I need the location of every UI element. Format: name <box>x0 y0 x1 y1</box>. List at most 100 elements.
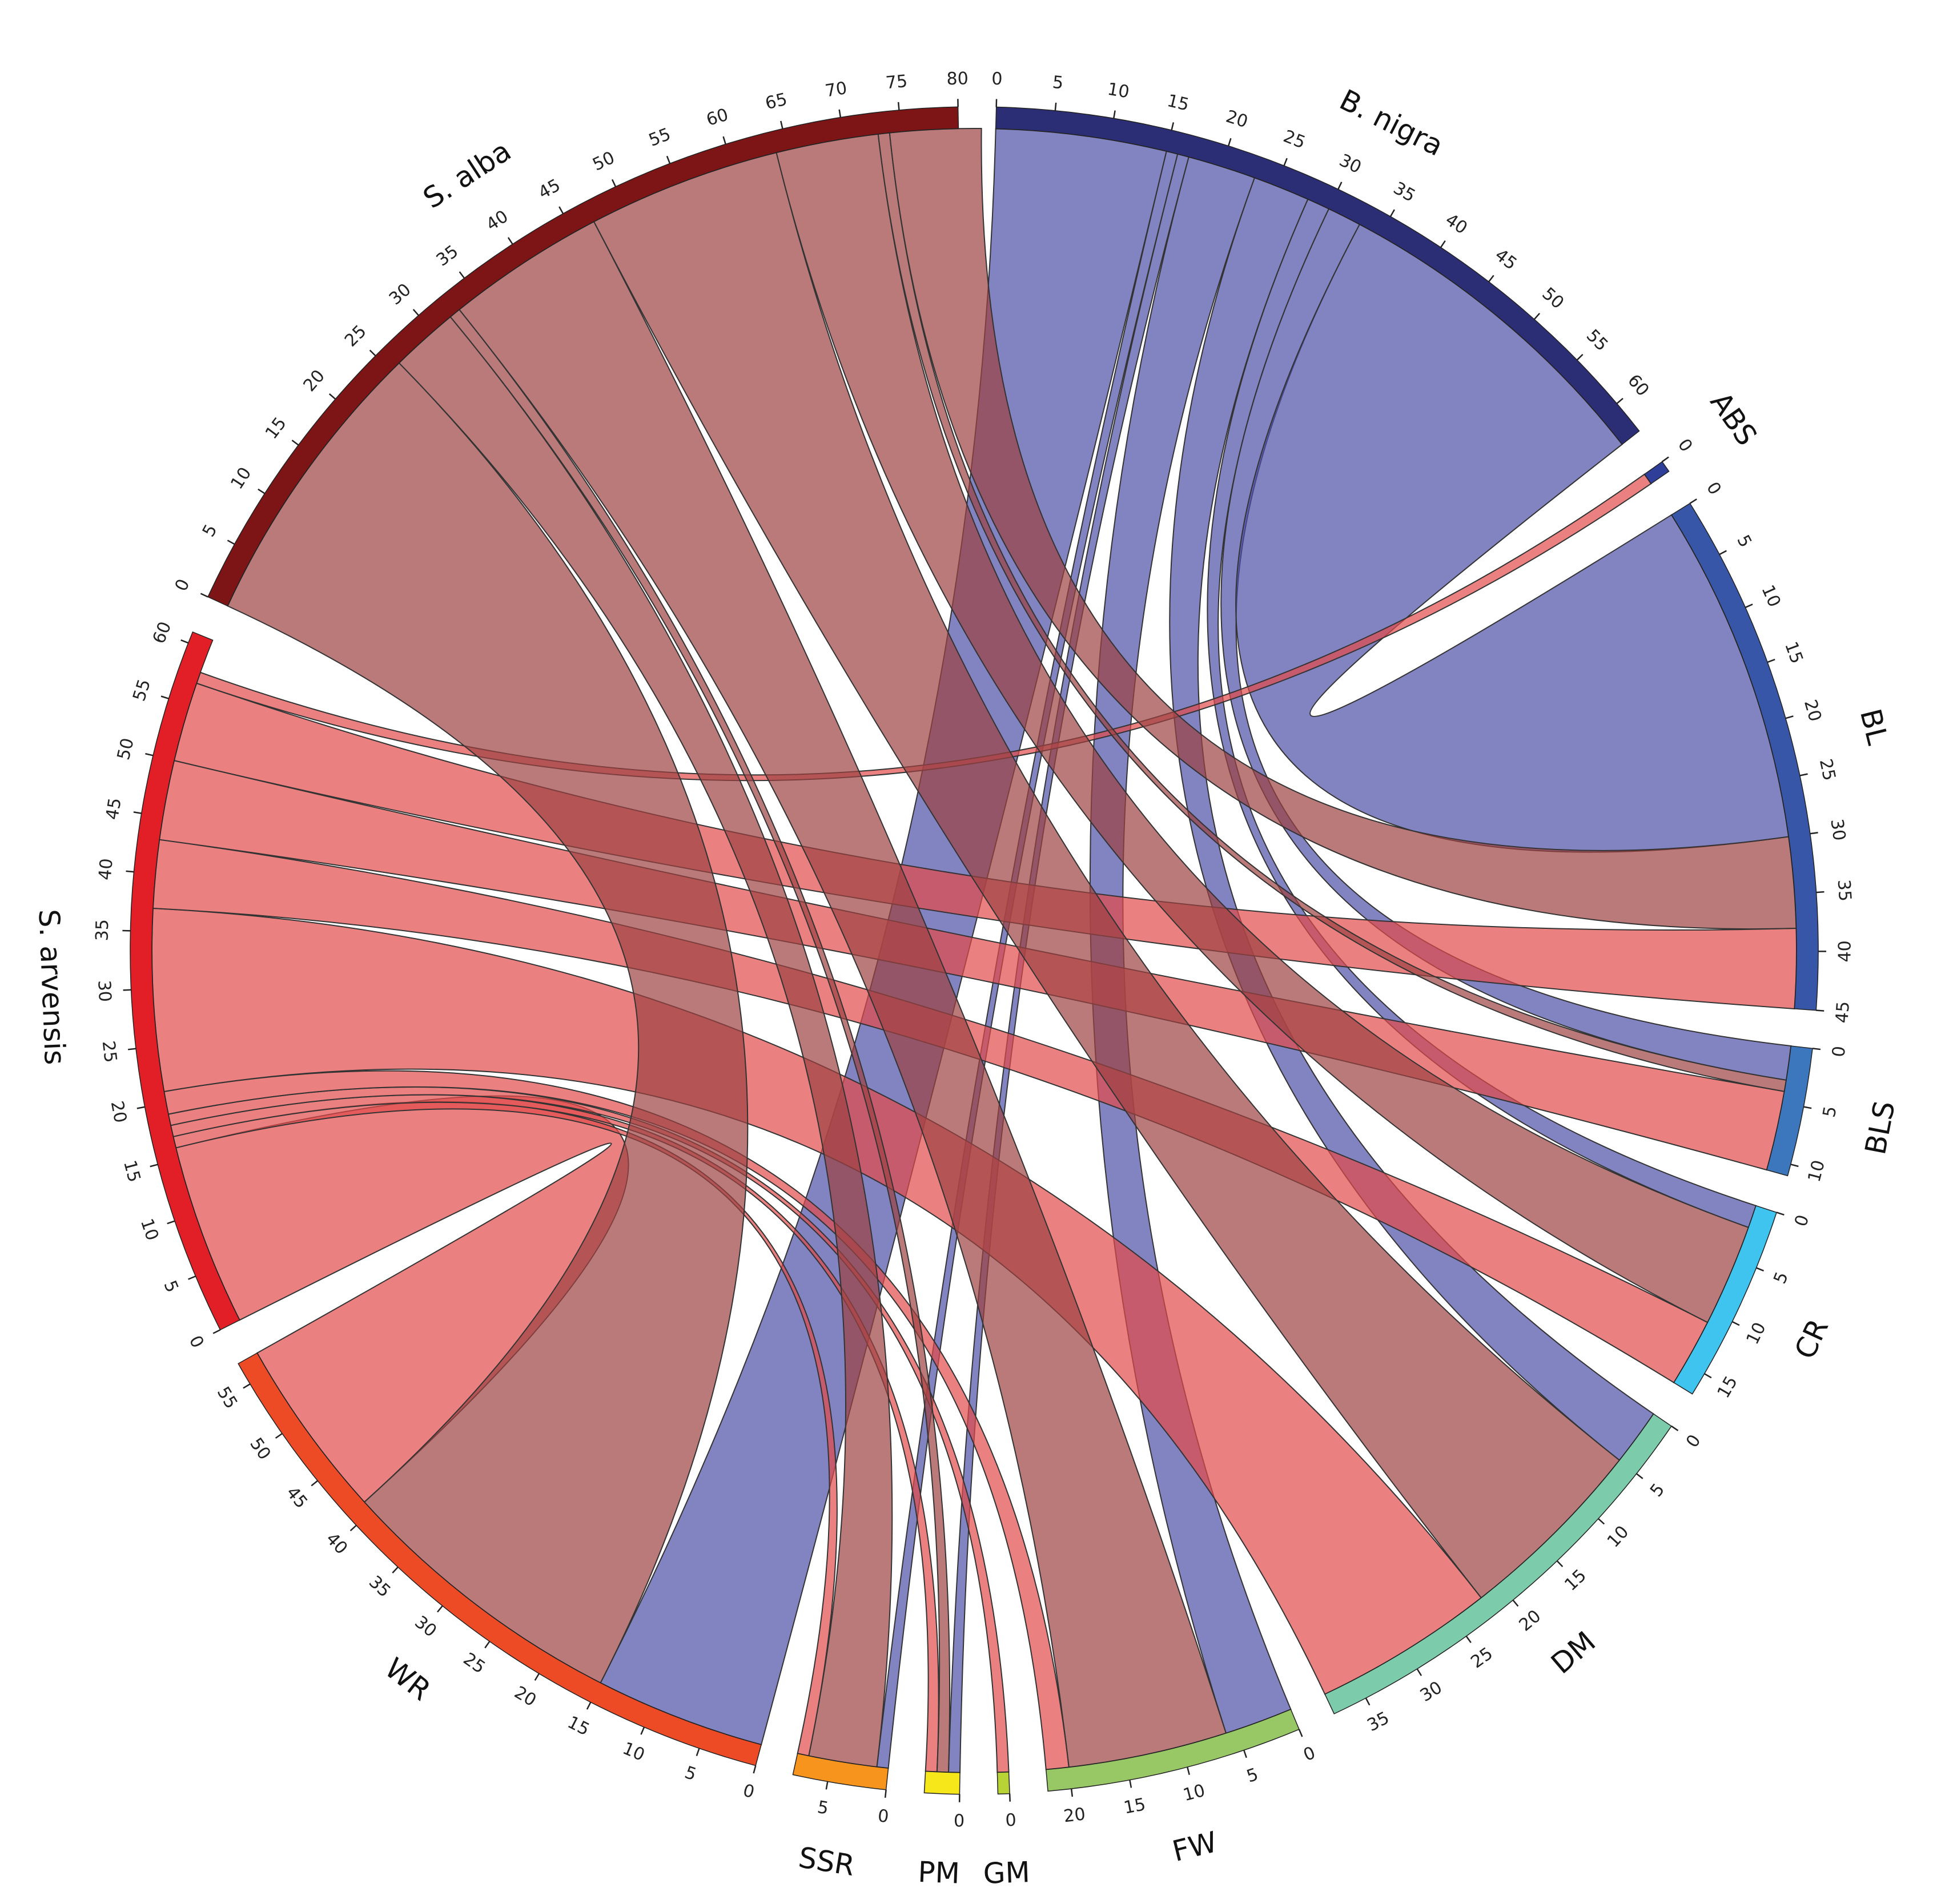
tick-label: 35 <box>1364 1708 1393 1736</box>
tick-label: 40 <box>322 1529 352 1559</box>
tick-label: 0 <box>1829 1045 1850 1058</box>
tick-mark <box>1637 1474 1643 1479</box>
tick-mark <box>1810 832 1818 834</box>
tick-label: 30 <box>94 980 115 1003</box>
tick-mark <box>329 394 336 399</box>
tick-label: 10 <box>227 464 255 493</box>
tick-mark <box>1719 551 1726 555</box>
tick-mark <box>559 207 563 214</box>
tick-mark <box>885 1790 886 1798</box>
tick-mark <box>1338 182 1341 190</box>
group-label-cr: CR <box>1788 1314 1835 1364</box>
tick-mark <box>1671 1426 1678 1431</box>
tick-mark <box>200 594 208 597</box>
tick-label: 15 <box>1781 639 1807 666</box>
tick-label: 30 <box>385 280 415 309</box>
tick-mark <box>134 812 142 813</box>
tick-mark <box>243 1384 250 1388</box>
tick-label: 0 <box>877 1806 890 1827</box>
tick-label: 35 <box>92 919 112 941</box>
tick-label: 10 <box>1804 1158 1829 1184</box>
tick-mark <box>311 1481 318 1486</box>
tick-mark <box>1732 1322 1739 1325</box>
tick-mark <box>1172 122 1174 130</box>
tick-label: 55 <box>1582 325 1612 355</box>
tick-mark <box>213 1330 220 1333</box>
tick-label: 10 <box>1106 79 1131 103</box>
tick-label: 25 <box>460 1649 489 1678</box>
tick-mark <box>485 1641 489 1648</box>
tick-mark <box>1284 158 1287 166</box>
tick-label: 55 <box>213 1383 242 1412</box>
tick-label: 10 <box>1757 582 1785 610</box>
tick-label: 0 <box>1702 478 1725 498</box>
tick-label: 35 <box>365 1572 395 1601</box>
tick-mark <box>1534 313 1540 319</box>
tick-mark <box>1777 1213 1784 1215</box>
tick-label: 80 <box>946 69 969 89</box>
tick-mark <box>292 440 298 445</box>
tick-label: 20 <box>511 1682 540 1711</box>
group-label-bls: BLS <box>1859 1098 1902 1157</box>
tick-label: 35 <box>433 241 463 271</box>
tick-label: 15 <box>1165 91 1191 115</box>
tick-label: 5 <box>816 1797 830 1819</box>
tick-mark <box>1617 398 1623 404</box>
tick-label: 40 <box>95 858 116 881</box>
tick-mark <box>1767 659 1775 662</box>
tick-mark <box>258 489 265 494</box>
tick-mark <box>188 1276 196 1279</box>
tick-label: 5 <box>682 1762 698 1785</box>
tick-label: 25 <box>1280 126 1308 153</box>
tick-label: 30 <box>1336 150 1365 178</box>
tick-mark <box>227 540 234 544</box>
tick-mark <box>1466 1636 1471 1643</box>
tick-mark <box>667 156 670 163</box>
tick-label: 0 <box>741 1781 757 1803</box>
tick-mark <box>641 1727 644 1734</box>
tick-mark <box>460 272 464 278</box>
tick-label: 15 <box>119 1158 144 1185</box>
group-label-b-nigra: B. nigra <box>1335 83 1449 163</box>
tick-mark <box>839 110 841 118</box>
tick-mark <box>1786 716 1793 718</box>
tick-label: 5 <box>199 521 222 541</box>
tick-label: 5 <box>1733 532 1755 551</box>
group-label-dm: DM <box>1545 1625 1602 1680</box>
tick-mark <box>1800 774 1808 776</box>
tick-label: 20 <box>107 1100 130 1125</box>
tick-mark <box>137 1107 145 1109</box>
tick-label: 5 <box>1819 1105 1841 1119</box>
tick-mark <box>167 1221 175 1223</box>
tick-mark <box>535 1673 539 1680</box>
tick-label: 30 <box>1826 818 1849 842</box>
group-arc-gm <box>997 1772 1010 1794</box>
tick-mark <box>1187 1767 1190 1775</box>
tick-label: 15 <box>1561 1565 1590 1595</box>
tick-mark <box>413 309 419 316</box>
tick-label: 5 <box>1646 1480 1669 1501</box>
tick-mark <box>1366 1698 1370 1705</box>
tick-mark <box>181 640 188 643</box>
tick-mark <box>1391 210 1395 216</box>
tick-mark <box>123 990 131 991</box>
tick-mark <box>128 1049 136 1050</box>
tick-label: 75 <box>885 71 908 93</box>
tick-label: 0 <box>1791 1213 1813 1229</box>
tick-mark <box>1757 1268 1764 1271</box>
group-label-abs: ABS <box>1704 386 1764 452</box>
tick-label: 15 <box>262 413 291 443</box>
tick-label: 45 <box>535 175 564 203</box>
group-label-fw: FW <box>1169 1825 1220 1868</box>
tick-mark <box>1055 103 1056 111</box>
tick-label: 10 <box>1742 1319 1770 1348</box>
tick-mark <box>781 121 782 129</box>
chords-layer <box>152 128 1797 1773</box>
tick-label: 5 <box>159 1278 182 1295</box>
tick-label: 60 <box>149 619 176 646</box>
group-label-pm: PM <box>917 1855 960 1890</box>
tick-mark <box>1299 1729 1302 1737</box>
tick-label: 0 <box>1301 1743 1319 1766</box>
